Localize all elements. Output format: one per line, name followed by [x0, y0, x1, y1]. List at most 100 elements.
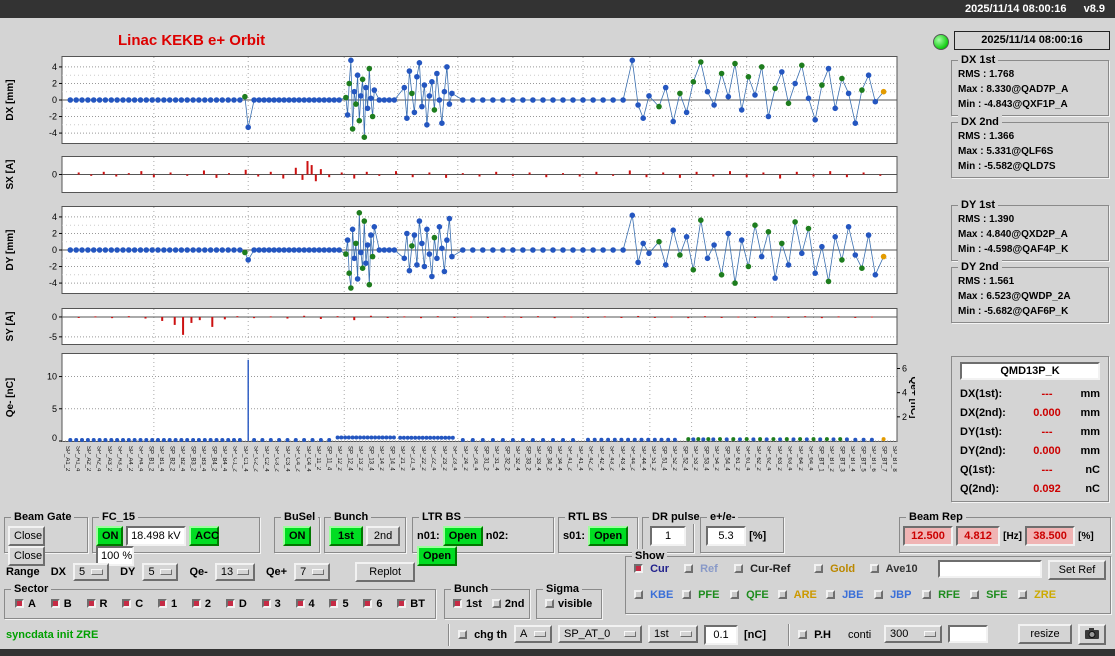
sector-d-toggle[interactable]: D [225, 598, 247, 610]
range-row: Range DX 5 DY 5 Qe- 13 Qe+ 7 Replot [6, 562, 416, 582]
show-pfe-toggle[interactable]: PFE [682, 589, 719, 601]
bunch-1st-button[interactable]: 1st [329, 526, 363, 546]
show-qfe-toggle[interactable]: QFE [730, 589, 769, 601]
kbe-checkbox[interactable] [634, 590, 643, 599]
show-ave10-toggle[interactable]: Ave10 [870, 563, 918, 575]
show-cur-ref-toggle[interactable]: Cur-Ref [734, 563, 790, 575]
range-qem-dropdown[interactable]: 13 [214, 563, 255, 581]
sector-b-checkbox[interactable] [50, 599, 60, 608]
jbp-checkbox[interactable] [874, 590, 883, 599]
ref-name-input[interactable] [938, 560, 1042, 578]
ref-checkbox[interactable] [684, 564, 693, 573]
svg-text:4: 4 [52, 62, 57, 72]
are-checkbox[interactable] [778, 590, 787, 599]
beam-gate-close-button-2[interactable]: Close [8, 546, 45, 566]
ltr-n01-open-button[interactable]: Open [442, 526, 483, 546]
sector-c-checkbox[interactable] [122, 599, 132, 608]
bunch-1st-checkbox[interactable] [453, 599, 462, 608]
interval-dropdown[interactable]: 300 [884, 625, 942, 643]
sp-at-dropdown[interactable]: SP_AT_0 [558, 625, 642, 643]
x-axis-label: SP_C4_4 [304, 446, 311, 472]
ltr-n02-open-button[interactable]: Open [417, 546, 457, 566]
sector-c-toggle[interactable]: C [122, 598, 143, 610]
pfe-checkbox[interactable] [682, 590, 691, 599]
sector-1-checkbox[interactable] [158, 599, 167, 608]
range-dy-dropdown[interactable]: 5 [142, 563, 179, 581]
sector-2-checkbox[interactable] [191, 599, 201, 608]
sector-2-toggle[interactable]: 2 [191, 598, 211, 610]
show-jbe-toggle[interactable]: JBE [826, 589, 863, 601]
x-axis-label: SP_52_4 [681, 446, 688, 471]
sector-r-checkbox[interactable] [86, 599, 96, 608]
bunch-1st-toggle[interactable]: 1st [453, 598, 482, 610]
cur-ref-checkbox[interactable] [734, 564, 743, 573]
sector-r-toggle[interactable]: R [86, 598, 107, 610]
blank-input[interactable] [948, 625, 988, 643]
sector-4-toggle[interactable]: 4 [295, 598, 315, 610]
qfe-checkbox[interactable] [730, 590, 739, 599]
sector-3-toggle[interactable]: 3 [261, 598, 281, 610]
rtl-s01-open-button[interactable]: Open [588, 526, 629, 546]
ph-checkbox[interactable] [798, 630, 807, 639]
x-axis-label: SP_62_4 [765, 446, 772, 471]
sector-3-checkbox[interactable] [261, 599, 271, 608]
show-are-toggle[interactable]: ARE [778, 589, 817, 601]
x-axis-label: SP_C3_2 [273, 446, 280, 472]
show-ref-toggle[interactable]: Ref [684, 563, 718, 575]
threshold-field[interactable]: 0.1 [704, 625, 738, 645]
show-zre-toggle[interactable]: ZRE [1018, 589, 1056, 601]
ave10-checkbox[interactable] [870, 564, 879, 573]
fc15-acc-button[interactable]: ACC [189, 526, 220, 546]
screenshot-button[interactable] [1078, 624, 1106, 645]
show-sfe-toggle[interactable]: SFE [970, 589, 1007, 601]
sector-bt-checkbox[interactable] [397, 599, 407, 608]
bunch-2nd-toggle[interactable]: 2nd [491, 598, 524, 610]
show-jbp-toggle[interactable]: JBP [874, 589, 911, 601]
page-title: Linac KEKB e+ Orbit [118, 32, 266, 49]
gold-checkbox[interactable] [814, 564, 823, 573]
replot-button[interactable]: Replot [355, 562, 416, 582]
sector-5-checkbox[interactable] [329, 599, 339, 608]
sector-b-toggle[interactable]: B [50, 598, 72, 610]
sector-a-checkbox[interactable] [15, 599, 24, 608]
jbe-checkbox[interactable] [826, 590, 835, 599]
range-qep-dropdown[interactable]: 7 [294, 563, 331, 581]
set-ref-button[interactable]: Set Ref [1048, 560, 1106, 580]
sfe-checkbox[interactable] [970, 590, 979, 599]
ph-toggle[interactable]: P.H [798, 629, 831, 641]
busel-on-button[interactable]: ON [283, 526, 311, 546]
zre-checkbox[interactable] [1018, 590, 1027, 599]
sx-plot: 0 SX [A] [5, 156, 898, 193]
dx1-max: Max : 8.330@QAD7P_A [958, 84, 1069, 95]
beam-gate-close-button-1[interactable]: Close [8, 526, 45, 546]
sector-5-toggle[interactable]: 5 [329, 598, 349, 610]
chg-th-checkbox[interactable] [458, 630, 467, 639]
cur-checkbox[interactable] [634, 564, 643, 573]
sigma-visible-toggle[interactable]: visible [545, 598, 592, 610]
resize-button[interactable]: resize [1018, 624, 1072, 644]
sector-6-toggle[interactable]: 6 [363, 598, 382, 610]
camera-icon [1085, 628, 1099, 639]
chg-th-toggle[interactable]: chg th [458, 629, 507, 641]
sector-d-checkbox[interactable] [225, 599, 235, 608]
sigma-visible-checkbox[interactable] [545, 599, 554, 608]
mode-dropdown[interactable]: A [514, 625, 552, 643]
sector-bt-toggle[interactable]: BT [397, 598, 425, 610]
x-axis-label: SP_C3_4 [283, 446, 290, 472]
show-kbe-toggle[interactable]: KBE [634, 589, 673, 601]
dr-pulse-field[interactable]: 1 [650, 526, 686, 546]
range-dx-dropdown[interactable]: 5 [73, 563, 110, 581]
sector-a-toggle[interactable]: A [15, 598, 36, 610]
show-gold-toggle[interactable]: Gold [814, 563, 855, 575]
sector-1-toggle[interactable]: 1 [158, 598, 177, 610]
epos-eneg-field[interactable]: 5.3 [706, 526, 746, 546]
sector-6-checkbox[interactable] [363, 599, 373, 608]
show-rfe-toggle[interactable]: RFE [922, 589, 960, 601]
bunch-2nd-button[interactable]: 2nd [366, 526, 401, 546]
bunch-select-dropdown[interactable]: 1st [648, 625, 698, 643]
fc15-on-button[interactable]: ON [96, 526, 123, 546]
show-cur-toggle[interactable]: Cur [634, 563, 669, 575]
rfe-checkbox[interactable] [922, 590, 931, 599]
sector-4-checkbox[interactable] [295, 599, 305, 608]
bunch-2nd-checkbox[interactable] [491, 599, 501, 608]
